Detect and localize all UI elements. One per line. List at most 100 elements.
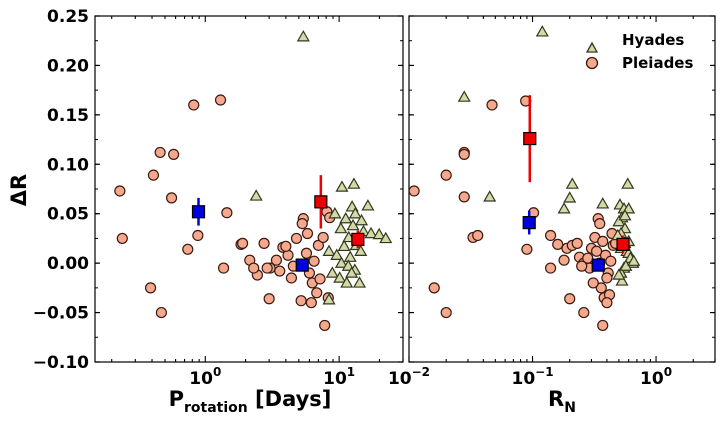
pleiades-point [270, 254, 283, 266]
pleiades-point [274, 265, 286, 277]
pleiades-point [165, 192, 178, 204]
y-tick-label: −0.10 [33, 353, 89, 373]
hyades-point [334, 256, 348, 268]
x-tick-exponent: −1 [535, 365, 553, 379]
pleiades-point [544, 229, 557, 242]
legend-pleiades-marker [585, 56, 599, 70]
hyades-point [622, 202, 636, 214]
hyades-point [563, 191, 577, 203]
left-x-tick-label: 101 [323, 365, 355, 389]
hyades-point [322, 244, 336, 257]
y-tick-label: 0.10 [47, 155, 89, 175]
y-axis-title: ΔR [7, 174, 31, 206]
pleiades-point [521, 243, 533, 255]
left-x-axis-title: Protation [Days] [169, 387, 332, 416]
hyades-point [483, 190, 497, 202]
pleiades-point [409, 185, 420, 197]
x-tick-base: 10 [640, 369, 664, 389]
pleiades-point [458, 191, 470, 203]
pleiades-point [590, 245, 603, 257]
binned-point [591, 258, 605, 272]
pleiades-point [155, 306, 167, 319]
pleiades-point [597, 235, 609, 247]
pleiades-point [552, 238, 564, 250]
binned-point [314, 195, 328, 209]
pleiades-point [300, 247, 313, 259]
pleiades-point [221, 207, 233, 219]
left-x-tick-label: 100 [189, 365, 221, 389]
left-x-axis-title-suffix: [Days] [248, 387, 332, 411]
x-tick-exponent: 1 [347, 365, 355, 379]
pleiades-point [428, 282, 440, 294]
pleiades-point [578, 306, 590, 319]
hyades-point [379, 231, 393, 244]
pleiades-point [214, 94, 227, 106]
pleiades-point [317, 231, 329, 244]
y-tick-label: 0.15 [47, 106, 89, 126]
pleiades-point [261, 262, 273, 274]
hyades-point [339, 211, 353, 224]
pleiades-point [154, 146, 166, 159]
pleiades-point [440, 169, 452, 181]
binned-point [295, 258, 309, 272]
hyades-point [618, 208, 632, 221]
pleiades-point [188, 99, 200, 111]
x-tick-base: 10 [323, 369, 347, 389]
y-tick-label: 0.20 [47, 56, 89, 76]
hyades-point [612, 268, 626, 280]
binned-point [523, 131, 537, 146]
left-plot-frame [94, 15, 404, 363]
x-tick-base: 10 [388, 369, 412, 389]
pleiades-point [308, 255, 320, 267]
y-tick-label: 0.05 [47, 205, 89, 225]
hyades-point [557, 202, 571, 214]
hyades-point [325, 266, 339, 278]
left-x-axis-title-sub: rotation [184, 400, 248, 416]
hyades-point [612, 214, 626, 227]
hyades-point [354, 244, 368, 257]
pleiades-point [168, 148, 180, 160]
hyades-point [615, 274, 629, 286]
hyades-point [627, 254, 641, 266]
hyades-point [322, 293, 336, 305]
pleiades-point [458, 148, 470, 160]
pleiades-point [147, 169, 160, 181]
pleiades-point [440, 306, 452, 319]
right-x-tick-label: 100 [640, 365, 672, 389]
hyades-point [343, 250, 357, 262]
right-marks [409, 25, 641, 332]
pleiades-point [263, 293, 275, 305]
pleiades-point [144, 282, 157, 294]
pleiades-point [486, 99, 498, 111]
hyades-point [621, 177, 635, 189]
right-x-axis-title-main: R [548, 387, 564, 411]
pleiades-point [587, 277, 599, 289]
binned-point [191, 205, 206, 219]
pleiades-point [594, 218, 606, 230]
pleiades-point [217, 262, 230, 274]
binned-point [522, 216, 536, 230]
pleiades-point [564, 293, 576, 305]
right-x-axis-title-sub: N [564, 400, 576, 416]
hyades-point [347, 177, 361, 189]
hyades-point [372, 227, 386, 240]
x-tick-exponent: 0 [213, 365, 221, 379]
x-tick-base: 10 [189, 369, 213, 389]
x-tick-exponent: −2 [412, 365, 430, 379]
hyades-point [348, 207, 362, 219]
hyades-point [354, 213, 369, 226]
hyades-point [361, 199, 375, 211]
y-tick-label: 0.25 [47, 7, 89, 27]
hyades-point [334, 221, 348, 234]
hyades-point [333, 271, 347, 283]
pleiades-point [576, 260, 588, 272]
hyades-point [364, 226, 378, 239]
pleiades-point [301, 227, 314, 240]
pleiades-point [601, 297, 613, 309]
hyades-point [296, 30, 310, 42]
pleiades-point [192, 229, 204, 242]
pleiades-point [311, 287, 323, 299]
right-x-tick-label: 10−2 [388, 365, 430, 389]
hyades-point [565, 177, 579, 189]
